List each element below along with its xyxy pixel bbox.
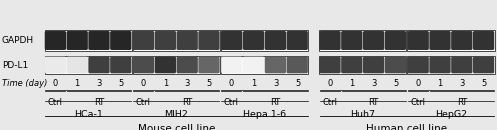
Text: 3: 3: [273, 80, 278, 89]
Text: 3: 3: [185, 80, 190, 89]
FancyBboxPatch shape: [243, 57, 264, 73]
FancyBboxPatch shape: [88, 57, 110, 73]
Text: 1: 1: [251, 80, 256, 89]
FancyBboxPatch shape: [221, 31, 243, 50]
FancyBboxPatch shape: [287, 31, 308, 50]
Text: 5: 5: [393, 80, 399, 89]
Bar: [408, 30, 495, 51]
Text: 3: 3: [371, 80, 376, 89]
FancyBboxPatch shape: [176, 57, 198, 73]
Text: Ctrl: Ctrl: [322, 98, 337, 107]
FancyBboxPatch shape: [429, 31, 451, 50]
Text: RT: RT: [270, 98, 281, 107]
FancyBboxPatch shape: [363, 57, 384, 73]
FancyBboxPatch shape: [198, 57, 220, 73]
Text: 0: 0: [415, 80, 420, 89]
Text: MIH2: MIH2: [165, 110, 188, 119]
FancyBboxPatch shape: [451, 31, 473, 50]
FancyBboxPatch shape: [408, 57, 429, 73]
Text: RT: RT: [94, 98, 104, 107]
FancyBboxPatch shape: [265, 57, 286, 73]
FancyBboxPatch shape: [110, 31, 131, 50]
Text: 1: 1: [349, 80, 354, 89]
FancyBboxPatch shape: [363, 31, 384, 50]
Text: Ctrl: Ctrl: [224, 98, 239, 107]
Bar: [221, 56, 308, 74]
Text: 0: 0: [229, 80, 234, 89]
Text: 5: 5: [207, 80, 212, 89]
FancyBboxPatch shape: [155, 57, 176, 73]
FancyBboxPatch shape: [451, 57, 473, 73]
Text: 5: 5: [119, 80, 124, 89]
Text: Ctrl: Ctrl: [411, 98, 425, 107]
Text: RT: RT: [369, 98, 379, 107]
Bar: [408, 56, 495, 74]
Text: RT: RT: [457, 98, 467, 107]
Bar: [221, 30, 308, 51]
FancyBboxPatch shape: [133, 57, 154, 73]
Text: Ctrl: Ctrl: [136, 98, 151, 107]
Text: GAPDH: GAPDH: [2, 36, 34, 45]
FancyBboxPatch shape: [429, 57, 451, 73]
FancyBboxPatch shape: [341, 57, 362, 73]
Text: 5: 5: [482, 80, 487, 89]
FancyBboxPatch shape: [67, 57, 88, 73]
Text: 0: 0: [52, 80, 58, 89]
FancyBboxPatch shape: [88, 31, 110, 50]
Bar: [45, 56, 132, 74]
Text: 3: 3: [96, 80, 102, 89]
FancyBboxPatch shape: [320, 31, 340, 50]
Text: Mouse cell line: Mouse cell line: [138, 124, 215, 130]
Text: 1: 1: [437, 80, 442, 89]
FancyBboxPatch shape: [341, 31, 362, 50]
Text: PD-L1: PD-L1: [2, 60, 28, 70]
Text: Huh7: Huh7: [350, 110, 375, 119]
FancyBboxPatch shape: [45, 31, 66, 50]
Text: 1: 1: [75, 80, 80, 89]
FancyBboxPatch shape: [221, 57, 243, 73]
Text: Ctrl: Ctrl: [48, 98, 63, 107]
Text: Time (day): Time (day): [2, 80, 47, 89]
FancyBboxPatch shape: [385, 57, 406, 73]
Text: Hepa 1-6: Hepa 1-6: [243, 110, 286, 119]
FancyBboxPatch shape: [198, 31, 220, 50]
FancyBboxPatch shape: [243, 31, 264, 50]
Bar: [319, 30, 407, 51]
Text: Human cell line: Human cell line: [366, 124, 447, 130]
Text: RT: RT: [182, 98, 192, 107]
FancyBboxPatch shape: [408, 31, 429, 50]
FancyBboxPatch shape: [110, 57, 131, 73]
Bar: [45, 30, 132, 51]
FancyBboxPatch shape: [176, 31, 198, 50]
Bar: [133, 56, 220, 74]
FancyBboxPatch shape: [45, 57, 66, 73]
Text: HCa-1: HCa-1: [74, 110, 102, 119]
FancyBboxPatch shape: [67, 31, 88, 50]
FancyBboxPatch shape: [473, 57, 494, 73]
FancyBboxPatch shape: [320, 57, 340, 73]
Text: 0: 0: [327, 80, 332, 89]
Text: 3: 3: [459, 80, 465, 89]
Text: HepG2: HepG2: [435, 110, 467, 119]
FancyBboxPatch shape: [385, 31, 406, 50]
FancyBboxPatch shape: [287, 57, 308, 73]
Bar: [133, 30, 220, 51]
Text: 1: 1: [163, 80, 168, 89]
FancyBboxPatch shape: [473, 31, 494, 50]
Text: 0: 0: [141, 80, 146, 89]
Text: 5: 5: [295, 80, 300, 89]
FancyBboxPatch shape: [265, 31, 286, 50]
Bar: [319, 56, 407, 74]
FancyBboxPatch shape: [155, 31, 176, 50]
FancyBboxPatch shape: [133, 31, 154, 50]
